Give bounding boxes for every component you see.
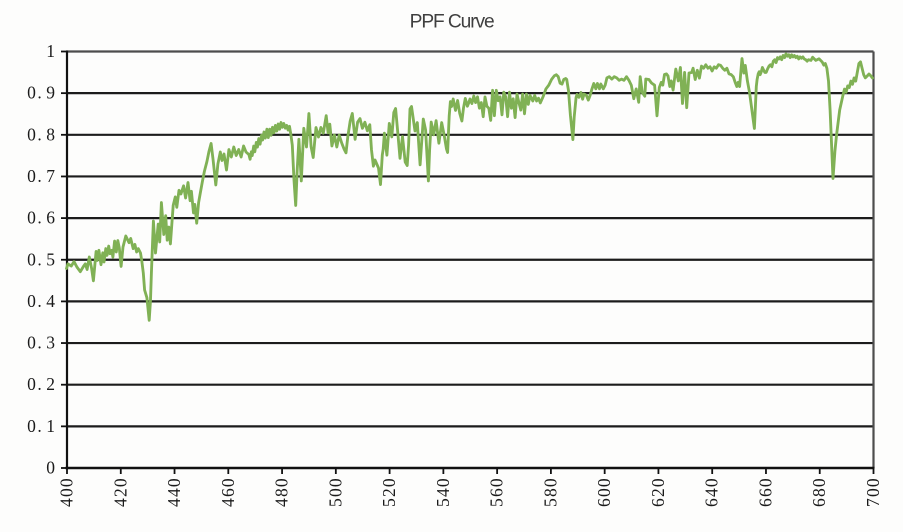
svg-text:0.6: 0. 6 bbox=[27, 208, 56, 228]
svg-text:560: 560 bbox=[487, 477, 507, 507]
svg-text:680: 680 bbox=[809, 477, 829, 507]
svg-text:0.4: 0. 4 bbox=[27, 291, 56, 311]
svg-text:0.8: 0. 8 bbox=[27, 124, 56, 144]
svg-text:0.5: 0. 5 bbox=[27, 249, 56, 269]
svg-text:640: 640 bbox=[702, 477, 722, 507]
svg-text:520: 520 bbox=[379, 477, 399, 507]
svg-text:PPF Curve: PPF Curve bbox=[410, 12, 494, 33]
svg-text:400: 400 bbox=[57, 477, 77, 507]
svg-text:440: 440 bbox=[164, 477, 184, 507]
svg-text:0.2: 0. 2 bbox=[27, 374, 56, 394]
svg-text:700: 700 bbox=[863, 477, 883, 507]
svg-text:1: 1 bbox=[46, 41, 56, 61]
svg-text:620: 620 bbox=[648, 477, 668, 507]
svg-text:500: 500 bbox=[325, 477, 345, 507]
svg-text:600: 600 bbox=[594, 477, 614, 507]
svg-text:0: 0 bbox=[46, 458, 56, 478]
svg-text:580: 580 bbox=[540, 477, 560, 507]
svg-text:0.9: 0. 9 bbox=[27, 83, 56, 103]
svg-text:0.7: 0. 7 bbox=[27, 166, 56, 186]
svg-text:460: 460 bbox=[218, 477, 238, 507]
svg-text:540: 540 bbox=[433, 477, 453, 507]
svg-text:480: 480 bbox=[272, 477, 292, 507]
svg-text:660: 660 bbox=[755, 477, 775, 507]
svg-text:0.1: 0. 1 bbox=[27, 416, 56, 436]
svg-text:0.3: 0. 3 bbox=[27, 333, 56, 353]
svg-text:420: 420 bbox=[110, 477, 130, 507]
